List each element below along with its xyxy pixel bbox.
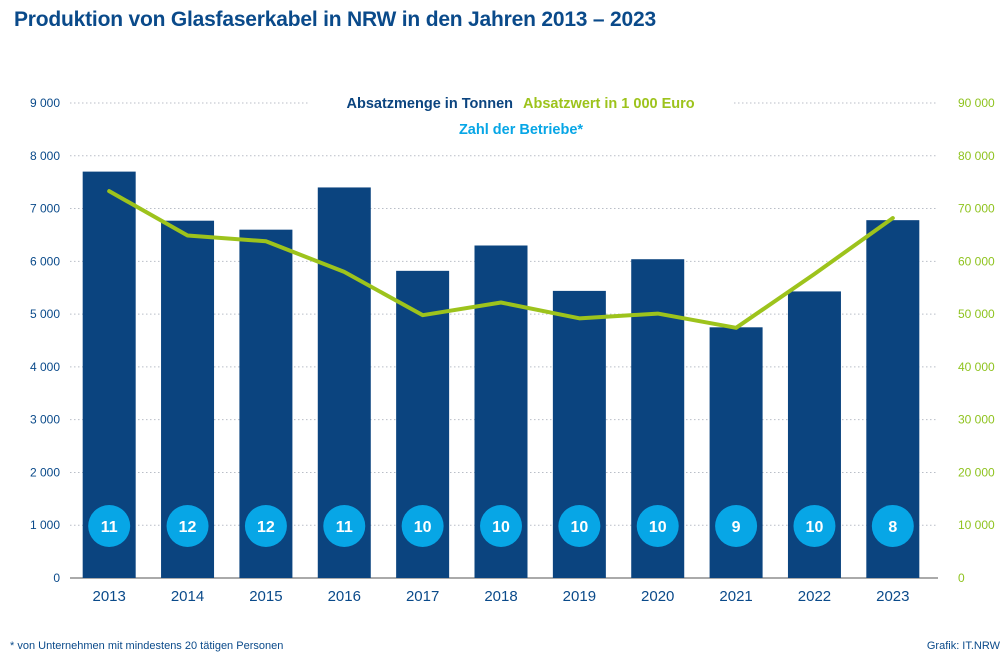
betriebe-marker: 10: [636, 505, 679, 547]
right-tick-label: 20 000: [958, 465, 995, 479]
betriebe-count-label: 10: [492, 519, 510, 536]
right-tick-label: 40 000: [958, 360, 995, 374]
x-tick-label: 2020: [641, 588, 674, 605]
legend-item-betriebe: Zahl der Betriebe*: [459, 122, 583, 138]
betriebe-circle: [636, 505, 679, 547]
x-tick-label: 2017: [406, 588, 439, 605]
betriebe-marker: 11: [323, 505, 366, 547]
line-series: [107, 189, 895, 330]
footnote: * von Unternehmen mit mindestens 20 täti…: [10, 640, 284, 652]
left-tick-label: 3 000: [30, 413, 60, 427]
right-tick-label: 30 000: [958, 413, 995, 427]
betriebe-marker: 12: [244, 505, 287, 547]
betriebe-count-label: 12: [179, 519, 197, 536]
x-tick-label: 2016: [328, 588, 361, 605]
left-tick-label: 6 000: [30, 254, 60, 268]
right-axis-tick-labels: 0 10 000 20 000 30 000 40 000 50 000 60 000 70 …: [958, 96, 995, 585]
betriebe-circle: [166, 505, 209, 547]
x-tick-label: 2018: [484, 588, 517, 605]
betriebe-circle: [871, 505, 914, 547]
left-tick-label: 9 000: [30, 96, 60, 110]
left-tick-label: 4 000: [30, 360, 60, 374]
left-tick-label: 2 000: [30, 465, 60, 479]
x-tick-label: 2014: [171, 588, 204, 605]
legend-background: [308, 91, 732, 113]
betriebe-count-label: 10: [414, 519, 432, 536]
betriebe-circle: [480, 505, 522, 547]
right-tick-label: 70 000: [958, 202, 995, 216]
betriebe-circle: [88, 505, 131, 547]
legend-item-absatzmenge: Absatzmenge in Tonnen: [347, 96, 514, 112]
chart-title: Produktion von Glasfaserkabel in NRW in …: [14, 8, 656, 31]
legend-background: [440, 117, 604, 139]
left-tick-label: 5 000: [30, 307, 60, 321]
right-tick-label: 10 000: [958, 518, 995, 532]
right-tick-label: 60 000: [958, 254, 995, 268]
legend: Absatzmenge in Tonnen Absatzwert in 1 000…: [308, 91, 732, 139]
right-tick-label: 50 000: [958, 307, 995, 321]
betriebe-marker: 10: [558, 505, 601, 547]
x-tick-label: 2021: [719, 588, 752, 605]
betriebe-marker: 12: [166, 505, 209, 547]
betriebe-circle: [558, 505, 601, 547]
betriebe-count-label: 10: [570, 519, 588, 536]
betriebe-count-label: 10: [649, 519, 667, 536]
left-tick-label: 7 000: [30, 202, 60, 216]
left-tick-label: 0: [53, 571, 60, 585]
legend-item-absatzwert: Absatzwert in 1 000 Euro: [523, 96, 695, 112]
left-tick-label: 1 000: [30, 518, 60, 532]
left-axis-tick-labels: 0 1 000 2 000 3 000 4 000 5 000 6 000 7 000 8 00…: [30, 96, 60, 585]
x-tick-label: 2019: [563, 588, 596, 605]
left-tick-label: 8 000: [30, 149, 60, 163]
right-tick-label: 0: [958, 571, 965, 585]
right-tick-label: 90 000: [958, 96, 995, 110]
betriebe-count-label: 9: [732, 519, 741, 536]
betriebe-marker: 10: [401, 505, 444, 547]
betriebe-count-label: 12: [257, 519, 275, 536]
betriebe-circle: [401, 505, 444, 547]
betriebe-circle: [323, 505, 366, 547]
betriebe-circle: [715, 505, 758, 547]
x-tick-label: 2022: [798, 588, 831, 605]
right-tick-label: 80 000: [958, 149, 995, 163]
betriebe-count-label: 11: [101, 519, 118, 536]
betriebe-count-label: 11: [336, 519, 353, 536]
betriebe-circle: [793, 505, 836, 547]
betriebe-marker: 11: [88, 505, 131, 547]
betriebe-circle: [244, 505, 287, 547]
betriebe-marker: 10: [480, 505, 522, 547]
x-tick-label: 2013: [92, 588, 125, 605]
betriebe-marker: 10: [793, 505, 836, 547]
x-tick-label: 2015: [249, 588, 282, 605]
betriebe-marker: 9: [715, 505, 758, 547]
x-tick-label: 2023: [876, 588, 909, 605]
betriebe-circles: 11 12 12 11 10 10 10 10 9 10 8: [88, 505, 914, 547]
source-credit: Grafik: IT.NRW: [926, 640, 1000, 652]
x-axis-tick-labels: 2013 2014 2015 2016 2017 2018 2019 2020 2021 2022…: [92, 588, 909, 605]
betriebe-count-label: 8: [888, 519, 897, 536]
betriebe-marker: 8: [871, 505, 914, 547]
betriebe-count-label: 10: [806, 519, 824, 536]
